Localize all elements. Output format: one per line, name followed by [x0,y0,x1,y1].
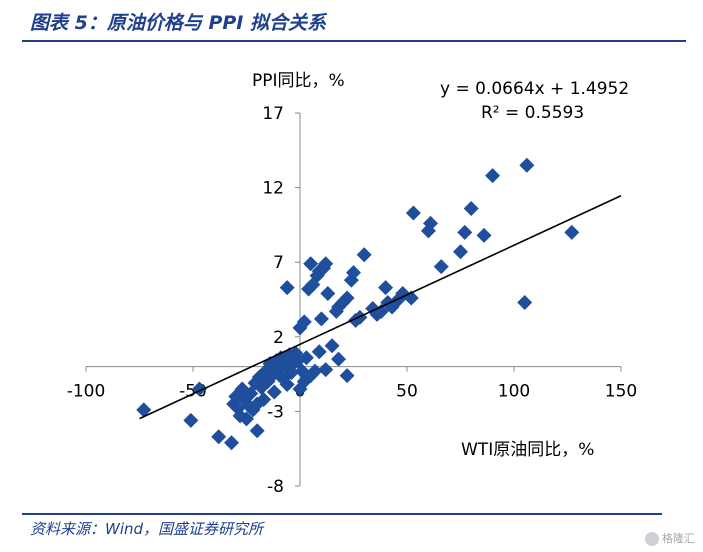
data-point [517,294,533,310]
data-point [339,290,355,306]
data-point [378,280,394,296]
data-point [298,350,314,366]
data-point [211,429,227,445]
data-point [307,363,323,379]
y-axis-label: PPI同比，% [252,71,345,91]
y-tick-label: -3 [267,402,284,422]
watermark-logo-icon [645,532,659,546]
watermark-text: 格隆汇 [662,532,695,545]
x-ticks: -100-50050100150 [67,366,637,402]
data-point [256,391,272,407]
source-note: 资料来源：Wind，国盛证券研究所 [30,520,264,538]
data-point [463,200,479,216]
y-tick-label: -8 [267,477,284,497]
y-ticks: 17 12 7 2 -3 -8 [262,104,300,497]
data-point [564,224,580,240]
data-point [318,256,334,272]
data-point [485,168,501,184]
data-point [266,384,282,400]
data-point [339,368,355,384]
data-point [183,412,199,428]
data-point [224,435,240,451]
data-point [457,224,473,240]
data-point [279,377,295,393]
trend-line [139,195,622,420]
axes [86,113,621,486]
trend-equation: y = 0.0664x + 1.4952 [440,79,629,99]
data-point [433,259,449,275]
data-point [356,247,372,263]
data-point [476,227,492,243]
data-points [136,157,580,451]
x-axis-label: WTI原油同比，% [461,440,594,460]
x-tick-label: 100 [498,382,530,402]
x-tick-label: 150 [605,382,637,402]
data-point [249,423,265,439]
x-tick-label: 50 [396,382,418,402]
y-tick-label: 12 [262,179,284,199]
data-point [453,244,468,260]
data-point [331,351,347,367]
data-point [311,344,327,360]
data-point [296,314,312,330]
title-rule [22,40,686,42]
data-point [423,215,439,231]
data-point [239,411,254,427]
data-point [241,397,257,413]
y-tick-label: 2 [273,328,284,348]
data-point [313,311,329,327]
y-tick-label: 17 [262,104,284,124]
data-point [519,157,535,173]
data-point [136,402,152,418]
watermark: 格隆汇 [645,530,695,546]
data-point [346,265,361,281]
data-point [405,205,421,221]
y-tick-label: 7 [273,253,284,273]
data-point [318,362,334,378]
x-tick-label: -100 [67,382,106,402]
data-point [279,280,295,296]
source-rule [22,513,662,515]
data-point [320,286,336,302]
data-point [324,338,340,354]
data-point [303,256,319,272]
r-squared: R² = 0.5593 [481,103,584,123]
figure-title: 图表 5：原油价格与 PPI 拟合关系 [30,12,326,34]
data-point [245,402,261,418]
